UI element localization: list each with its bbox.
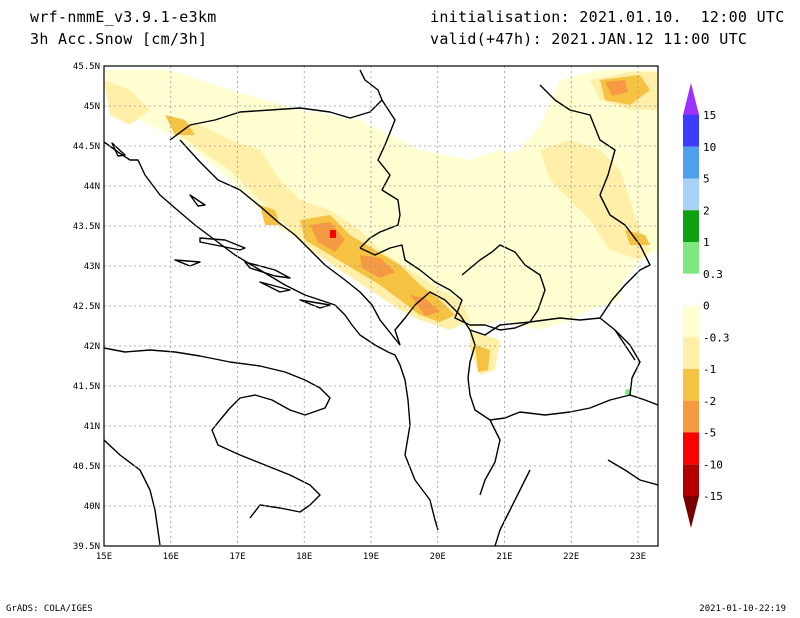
axis-labels: 15E 16E 17E 18E 19E 20E 21E 22E 23E 45.5N 45N 44.5N…: [73, 62, 646, 562]
legend-label: -10: [703, 458, 723, 471]
lat-tick-label: 44N: [84, 182, 100, 192]
footer-timestamp: 2021-01-10-22:19: [699, 604, 786, 614]
footer-credit: GrADS: COLA/IGES: [6, 604, 93, 614]
snow-max-spot: [330, 230, 336, 238]
legend-label: -1: [703, 363, 716, 376]
lon-tick-label: 15E: [96, 552, 112, 562]
lat-tick-label: 42N: [84, 342, 100, 352]
lat-tick-label: 44.5N: [73, 142, 100, 152]
legend-color-box: [683, 400, 699, 433]
legend-label: 0: [703, 300, 710, 313]
lat-tick-label: 41N: [84, 422, 100, 432]
legend-label: 1: [703, 236, 710, 249]
map-gridlines: [104, 66, 658, 546]
legend-label: -5: [703, 427, 716, 440]
lon-tick-label: 23E: [630, 552, 646, 562]
coastlines-borders: [104, 69, 658, 546]
legend-color-box: [683, 210, 699, 242]
legend-color-box: [683, 146, 699, 179]
field-title: 3h Acc.Snow [cm/3h]: [30, 30, 208, 48]
legend-color-box: [683, 178, 699, 211]
legend-label: -15: [703, 490, 723, 503]
legend-color-box: [683, 337, 699, 369]
lon-tick-label: 20E: [430, 552, 446, 562]
lat-tick-label: 43.5N: [73, 222, 100, 232]
legend-label: 10: [703, 141, 716, 154]
snow-light-area: [104, 70, 658, 330]
legend-cap-bottom: [683, 496, 699, 528]
legend-label: -2: [703, 395, 716, 408]
model-title: wrf-nmmE_v3.9.1-e3km: [30, 8, 217, 26]
legend-color-box: [683, 242, 699, 274]
legend-label: 0.3: [703, 268, 723, 281]
legend-color-box: [683, 115, 699, 147]
snow-5cm-area: [310, 80, 628, 316]
lat-tick-label: 39.5N: [73, 542, 100, 552]
legend-cap-top: [683, 83, 699, 115]
lon-tick-label: 21E: [496, 552, 512, 562]
lat-tick-label: 41.5N: [73, 382, 100, 392]
lon-tick-label: 16E: [163, 552, 179, 562]
lat-tick-label: 40N: [84, 502, 100, 512]
init-time: initialisation: 2021.01.10. 12:00 UTC: [430, 8, 785, 26]
legend-label: 15: [703, 109, 716, 122]
lat-tick-label: 40.5N: [73, 462, 100, 472]
legend-color-box: [683, 273, 699, 306]
lat-tick-label: 45.5N: [73, 62, 100, 72]
legend-color-box: [683, 432, 699, 465]
legend-label: -0.3: [703, 331, 730, 344]
legend-label: 5: [703, 173, 710, 186]
lat-tick-label: 42.5N: [73, 302, 100, 312]
lon-tick-label: 22E: [563, 552, 579, 562]
colorbar-legend: 15 10 5 2 1 0.3 0 -0.3 -1 -2 -5 -10 -15: [683, 83, 730, 528]
legend-color-box: [683, 305, 699, 338]
legend-color-box: [683, 464, 699, 496]
lat-tick-label: 45N: [84, 102, 100, 112]
valid-time: valid(+47h): 2021.JAN.12 11:00 UTC: [430, 30, 748, 48]
map-border: [103, 65, 659, 547]
legend-label: 2: [703, 204, 710, 217]
lon-tick-label: 17E: [229, 552, 245, 562]
lon-tick-label: 18E: [296, 552, 312, 562]
lon-tick-label: 19E: [363, 552, 379, 562]
lat-tick-label: 43N: [84, 262, 100, 272]
legend-color-box: [683, 369, 699, 401]
